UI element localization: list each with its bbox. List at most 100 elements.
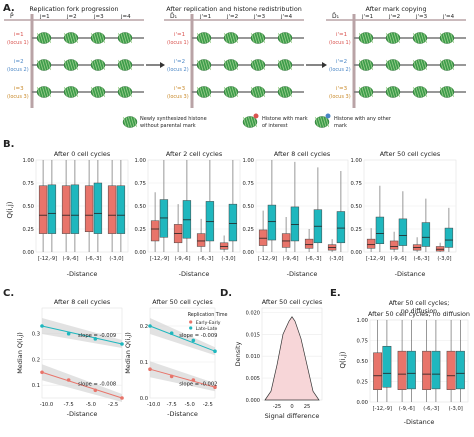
mark-of-interest-icon <box>253 113 259 119</box>
histone-icon-stripe <box>256 59 260 71</box>
y-tick-label: 0.3 <box>32 332 40 338</box>
x-tick-label: 0 <box>290 404 293 410</box>
grid-corner-label: D̄₁ <box>170 13 178 20</box>
histone-icon-stripe <box>125 59 130 71</box>
histone-icon-stripe <box>66 86 71 98</box>
box-early-early <box>373 352 383 390</box>
panel-d: After 50 cell cycles 0.000 0.005 0.010 0.015… <box>234 298 323 420</box>
row-locus: (locus 3) <box>329 94 351 100</box>
panel-a: Replication fork progression P̄ j=1 j=2 j=3 j… <box>4 5 466 129</box>
y-tick-label: 0.2 <box>140 324 148 330</box>
scatter-c8: After 8 cell cycles 0.1 0.2 0.3 -10.0 -7.5 -5.… <box>16 298 124 418</box>
histone-icon-stripe <box>364 32 368 44</box>
x-tick-label: (-3,0] <box>449 406 463 412</box>
box-late-late <box>336 211 346 244</box>
grid-column-label: j'=2 <box>388 14 400 20</box>
y-tick-label: 0.50 <box>134 204 146 210</box>
box-early-early <box>304 238 314 249</box>
grid-column-label: j=1 <box>39 14 50 20</box>
histone-icon-stripe <box>199 86 204 98</box>
histone-icon-stripe <box>253 86 258 98</box>
slope-annotation: slope = -0.002 <box>179 381 217 387</box>
legend-new-histone-icon-stripe <box>128 116 132 128</box>
histone-icon-stripe <box>388 86 393 98</box>
histone-icon-stripe <box>280 32 285 44</box>
y-tick-label: 0.25 <box>356 380 368 386</box>
slope-annotation: slope = -0.008 <box>78 381 116 387</box>
panel-a-title: After mark copying <box>365 5 426 13</box>
plot-subtitle: After 2 cell cycles <box>166 150 223 158</box>
histone-icon-stripe <box>47 59 52 71</box>
histone-icon-stripe <box>117 59 122 71</box>
data-point <box>213 385 217 390</box>
boxplot-b1: After 2 cell cycles 0.00 0.25 0.50 0.75 1.00 [… <box>134 150 241 262</box>
histone-icon-stripe <box>123 32 127 44</box>
confidence-band <box>150 318 215 356</box>
box-late-late <box>47 184 57 234</box>
histone-icon-stripe <box>369 86 374 98</box>
histone-icon-stripe <box>207 59 212 71</box>
x-tick-label: (-6,-3] <box>85 256 101 262</box>
grid-column-label: j=4 <box>120 14 131 20</box>
histone-icon-stripe <box>250 86 255 98</box>
row-label: i'=2 <box>336 59 347 65</box>
x-tick-label: (-9,-6] <box>62 256 78 262</box>
x-tick-label: (-9,-6] <box>282 256 298 262</box>
x-tick-label: -2.5 <box>108 402 118 408</box>
histone-icon-stripe <box>388 32 393 44</box>
box-late-late <box>182 200 192 239</box>
plot-subtitle: After 8 cell cycles <box>274 150 331 158</box>
histone-icon-stripe <box>204 86 209 98</box>
x-tick-label: (-3,0] <box>109 256 123 262</box>
histone-icon-stripe <box>366 59 371 71</box>
histone-icon-stripe <box>117 32 122 44</box>
histone-icon-stripe <box>447 86 452 98</box>
panel-e-xlabel: -Distance <box>404 418 435 426</box>
histone-icon-stripe <box>258 59 263 71</box>
box-early-early <box>422 350 432 390</box>
row-label: i=1 <box>14 32 24 38</box>
histone-icon-stripe <box>74 86 79 98</box>
panel-d-xlabel: Signal difference <box>265 412 320 420</box>
histone-icon-stripe <box>207 86 212 98</box>
x-tick-label: (-3,0] <box>329 256 343 262</box>
histone-icon-stripe <box>71 32 76 44</box>
y-tick-label: 0.75 <box>134 181 146 187</box>
histone-icon-stripe <box>277 59 282 71</box>
grid-column-label: j'=1 <box>199 14 211 20</box>
histone-icon-stripe <box>393 32 398 44</box>
row-label: i=3 <box>14 86 24 92</box>
grid-column-label: j'=4 <box>280 14 293 20</box>
box-late-late <box>444 227 454 248</box>
histone-icon-stripe <box>223 86 228 98</box>
histone-icon-stripe <box>101 59 106 71</box>
histone-icon-stripe <box>280 86 285 98</box>
histone-icon-stripe <box>396 59 401 71</box>
regression-line <box>149 368 216 388</box>
histone-icon-stripe <box>123 59 127 71</box>
histone-icon-stripe <box>288 86 293 98</box>
histone-icon-stripe <box>39 59 44 71</box>
box-early-early <box>446 350 456 390</box>
histone-icon-stripe <box>63 86 68 98</box>
histone-icon-stripe <box>261 86 266 98</box>
box-early-early <box>219 242 229 250</box>
panel-e-ylabel: Q(i,j) <box>339 351 347 368</box>
panel-b-xlabel: -Distance <box>67 270 98 278</box>
boxplot-e: After 50 cell cycles; no diffusion 0.00 0.… <box>356 310 470 412</box>
histone-icon-stripe <box>123 86 127 98</box>
box-late-late <box>290 206 300 242</box>
x-tick-label: [-12,-9] <box>373 406 392 412</box>
histone-icon-stripe <box>364 59 368 71</box>
data-point <box>93 388 98 393</box>
legend-mark-histone-icon-stripe <box>248 116 252 128</box>
legend-swatch <box>189 326 193 330</box>
row-locus: (locus 2) <box>167 67 189 73</box>
histone-icon-stripe <box>63 59 68 71</box>
panel-letter-b: B. <box>3 139 14 150</box>
x-tick-label: -5.0 <box>185 402 195 408</box>
histone-icon-stripe <box>202 32 206 44</box>
histone-icon-stripe <box>256 32 260 44</box>
panel-c-ylabel: Median Q(i,j) <box>16 332 24 374</box>
